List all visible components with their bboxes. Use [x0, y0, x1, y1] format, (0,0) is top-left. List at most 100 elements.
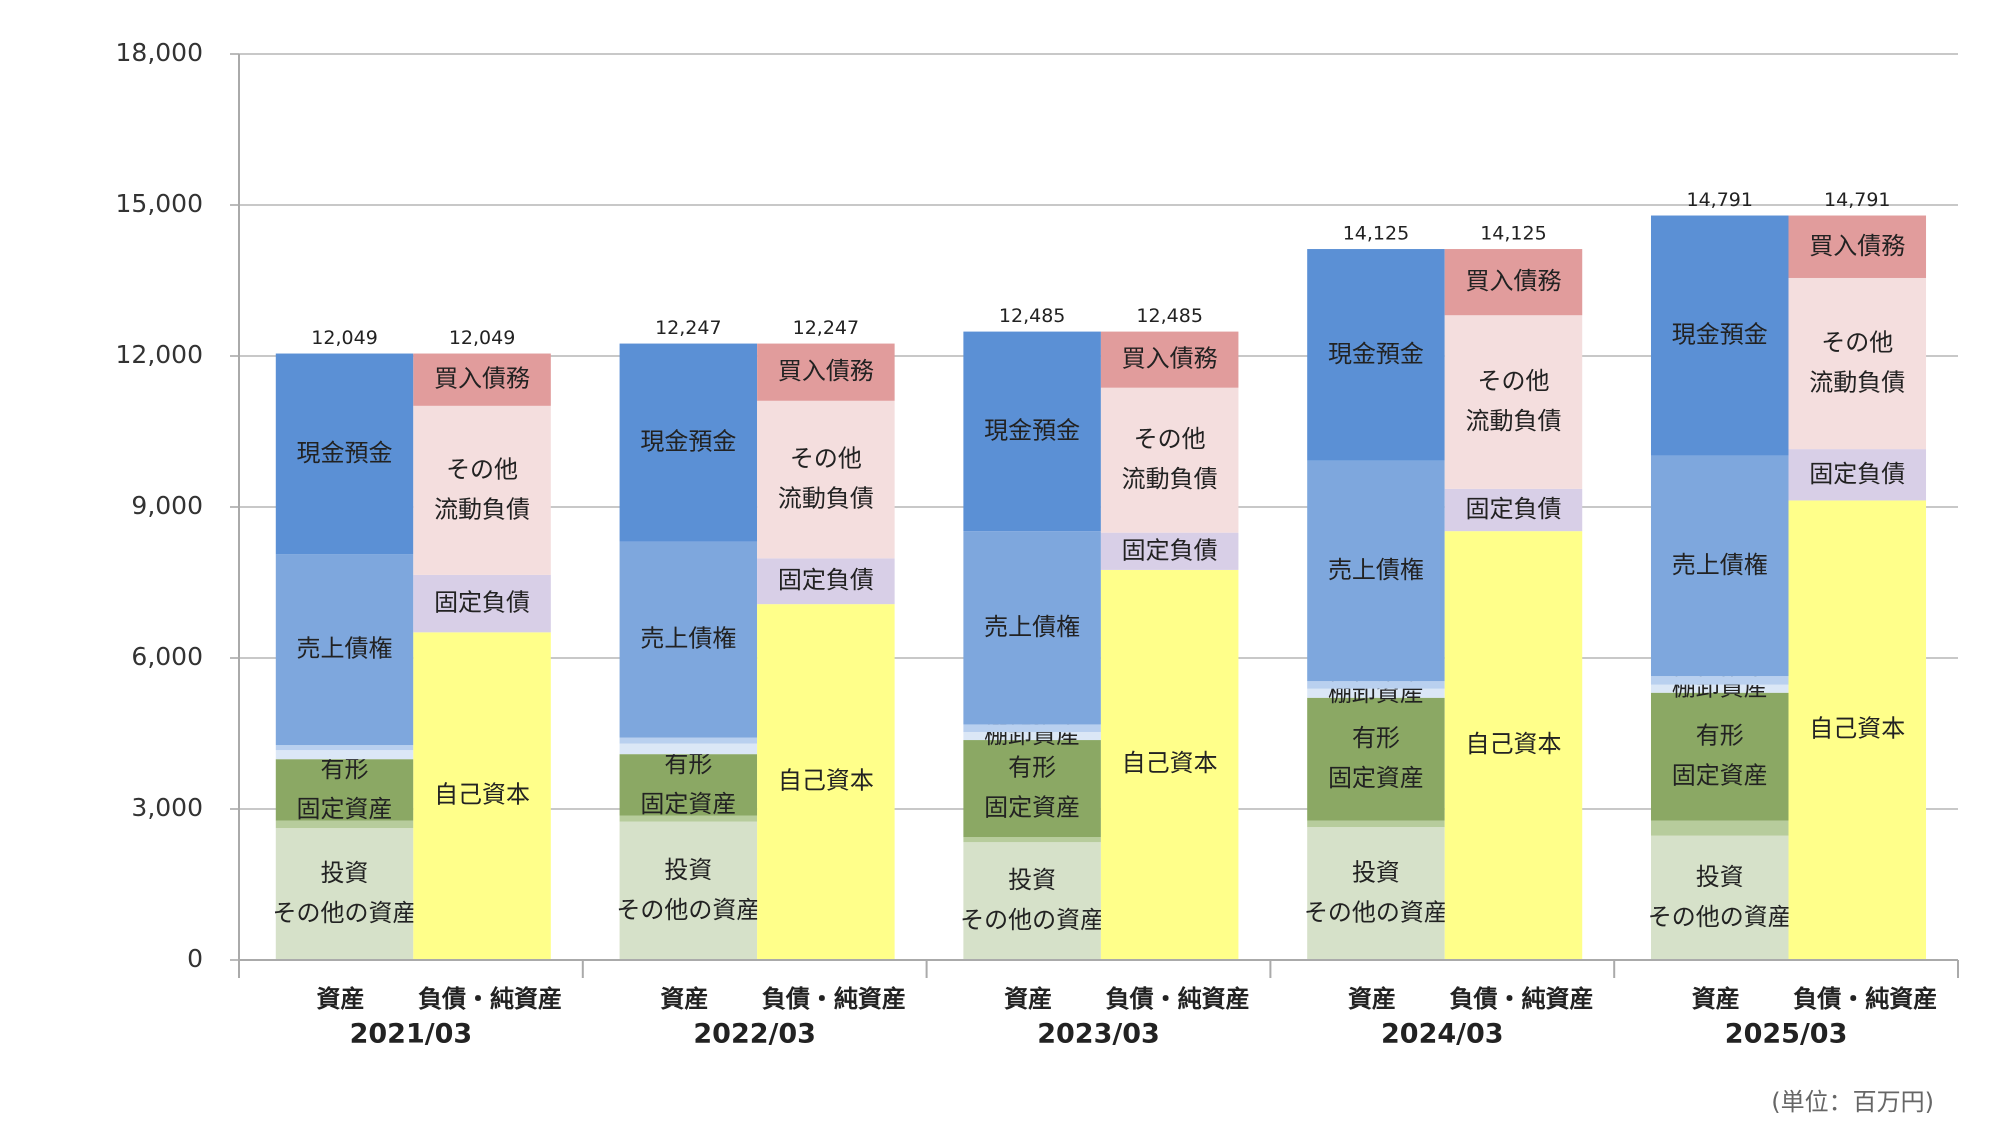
stack-label: 負債・純資産	[1449, 985, 1593, 1013]
bar-segment	[1100, 331, 1239, 388]
stack-label: 負債・純資産	[418, 985, 562, 1013]
segment-label: 売上債権	[1328, 556, 1424, 584]
stack-label: 資産	[317, 985, 365, 1013]
total-label: 12,049	[311, 327, 377, 349]
bar-segment	[757, 343, 895, 401]
stack-label: 負債・純資産	[762, 985, 906, 1013]
segment-label: 固定負債	[1465, 495, 1561, 523]
segment-label: その他の資産	[1648, 903, 1792, 931]
segment-label: 固定負債	[1122, 536, 1218, 564]
x-tick-label: 2021/03	[350, 1019, 473, 1050]
stack-label: 負債・純資産	[1106, 985, 1250, 1013]
segment-label: 流動負債	[1809, 369, 1905, 397]
x-tick-label: 2024/03	[1381, 1019, 1504, 1050]
segment-label: 有形	[1008, 754, 1056, 782]
y-tick-label: 18,000	[116, 38, 203, 67]
bar-segment	[275, 820, 414, 829]
y-tick-label: 0	[187, 944, 203, 973]
bar-segment	[1788, 500, 1927, 959]
bar-segment	[413, 574, 551, 633]
bar-segment	[963, 731, 1101, 741]
segment-label: 固定負債	[434, 589, 530, 617]
segment-label: 自己資本	[1465, 730, 1561, 758]
x-tick-label: 2025/03	[1725, 1019, 1848, 1050]
bar-segment	[1307, 697, 1445, 821]
total-label: 14,125	[1480, 223, 1546, 245]
segment-label: 有形	[664, 750, 712, 778]
bar-segment	[275, 759, 414, 821]
segment-label: 有形	[321, 755, 369, 783]
segment-label: 売上債権	[297, 635, 393, 663]
segment-label: 流動負債	[1122, 465, 1218, 493]
total-label: 12,049	[449, 327, 515, 349]
bar-segment	[1788, 215, 1927, 278]
y-tick-label: 6,000	[131, 642, 203, 671]
bar-segment	[1444, 488, 1583, 532]
stack-label: 資産	[1692, 985, 1740, 1013]
bar-segment	[1650, 455, 1789, 677]
segment-label: 投資	[1352, 859, 1400, 887]
bar-segment	[619, 541, 758, 738]
stack-label: 資産	[1348, 985, 1396, 1013]
x-tick-label: 2022/03	[693, 1019, 816, 1050]
segment-label: 固定資産	[1672, 762, 1768, 790]
bar-segment	[1444, 315, 1583, 489]
bar-segment	[1444, 531, 1583, 959]
stack-label: 負債・純資産	[1793, 985, 1937, 1013]
segment-label: 自己資本	[1809, 714, 1905, 742]
segment-label: 買入債務	[778, 357, 874, 385]
total-label: 12,247	[655, 317, 721, 339]
bar-segment	[757, 400, 895, 559]
segment-label: 売上債権	[640, 625, 736, 653]
bar-segment	[1100, 569, 1239, 959]
y-tick-label: 15,000	[116, 189, 203, 218]
bar-segment	[1307, 688, 1445, 698]
bar-segment	[1650, 692, 1789, 821]
bar-segment	[275, 554, 414, 746]
segment-label: 固定資産	[984, 794, 1080, 822]
bar-segment	[963, 842, 1101, 960]
bar-segment	[619, 343, 758, 542]
y-tick-label: 9,000	[131, 491, 203, 520]
bar-segment	[1307, 681, 1445, 689]
bar-segment	[619, 754, 758, 816]
y-tick-label: 12,000	[116, 340, 203, 369]
bar-segment	[413, 405, 551, 575]
segment-label: 固定資産	[297, 795, 393, 823]
segment-label: 買入債務	[1809, 232, 1905, 260]
segment-label: 現金預金	[297, 439, 393, 467]
total-label: 14,125	[1343, 223, 1409, 245]
bar-segment	[1788, 277, 1927, 450]
bar-segment	[1650, 684, 1789, 693]
bar-segment	[619, 737, 758, 744]
total-label: 14,791	[1687, 189, 1753, 211]
bar-segment	[757, 558, 895, 605]
segment-label: 有形	[1352, 724, 1400, 752]
bar-segment	[413, 353, 551, 406]
total-label: 12,485	[1136, 305, 1202, 327]
segment-label: 固定資産	[1328, 764, 1424, 792]
bar-segment	[619, 821, 758, 960]
bar-segment	[619, 815, 758, 822]
bar-segment	[1650, 215, 1789, 456]
stack-label: 資産	[660, 985, 708, 1013]
bar-segment	[1444, 249, 1583, 316]
segment-label: 現金預金	[1672, 321, 1768, 349]
segment-label: 流動負債	[1465, 407, 1561, 435]
segment-label: その他	[446, 455, 518, 483]
segment-label: 自己資本	[1122, 749, 1218, 777]
segment-label: その他	[1821, 329, 1893, 357]
segment-label: 現金預金	[984, 416, 1080, 444]
x-tick-label: 2023/03	[1037, 1019, 1160, 1050]
segment-label: その他	[1134, 425, 1206, 453]
bar-segment	[963, 331, 1101, 532]
bar-segment	[275, 750, 414, 760]
segment-label: 投資	[1696, 863, 1744, 891]
bar-segment	[1650, 835, 1789, 960]
segment-label: その他の資産	[960, 906, 1104, 934]
segment-label: 売上債権	[1672, 551, 1768, 579]
bar-segment	[1100, 387, 1239, 533]
unit-note: (単位：百万円)	[1771, 1088, 1934, 1116]
segment-label: その他の資産	[273, 899, 417, 927]
